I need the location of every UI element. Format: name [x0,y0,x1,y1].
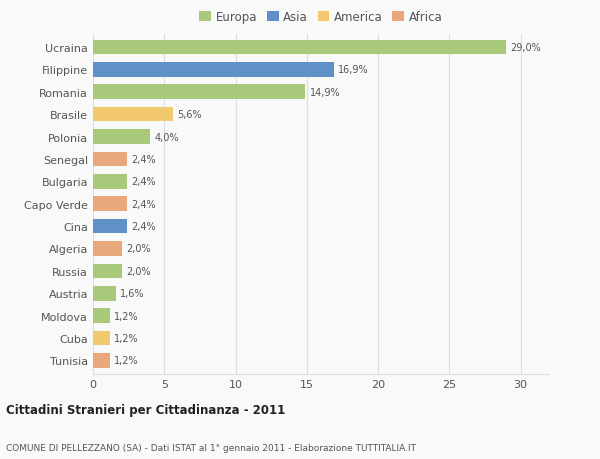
Bar [93,219,127,234]
Text: 4,0%: 4,0% [154,132,179,142]
Bar [93,309,110,323]
Text: 1,2%: 1,2% [115,333,139,343]
Bar [93,197,127,212]
Bar [93,264,121,279]
Text: 14,9%: 14,9% [310,88,340,97]
Bar [93,85,305,100]
Text: 5,6%: 5,6% [177,110,202,120]
Text: 29,0%: 29,0% [511,43,541,53]
Text: 1,2%: 1,2% [115,311,139,321]
Legend: Europa, Asia, America, Africa: Europa, Asia, America, Africa [194,6,448,29]
Text: 2,4%: 2,4% [131,222,156,232]
Text: 2,4%: 2,4% [131,199,156,209]
Bar [93,353,110,368]
Text: 1,6%: 1,6% [120,289,145,299]
Bar [93,286,116,301]
Bar [93,331,110,346]
Bar [93,174,127,189]
Text: 2,0%: 2,0% [126,266,151,276]
Bar [93,40,506,55]
Text: 2,0%: 2,0% [126,244,151,254]
Text: COMUNE DI PELLEZZANO (SA) - Dati ISTAT al 1° gennaio 2011 - Elaborazione TUTTITA: COMUNE DI PELLEZZANO (SA) - Dati ISTAT a… [6,443,416,452]
Bar [93,242,121,256]
Text: 2,4%: 2,4% [131,155,156,165]
Text: Cittadini Stranieri per Cittadinanza - 2011: Cittadini Stranieri per Cittadinanza - 2… [6,403,285,416]
Text: 2,4%: 2,4% [131,177,156,187]
Text: 1,2%: 1,2% [115,356,139,366]
Bar [93,107,173,122]
Bar [93,63,334,78]
Text: 16,9%: 16,9% [338,65,369,75]
Bar [93,130,150,145]
Bar [93,152,127,167]
